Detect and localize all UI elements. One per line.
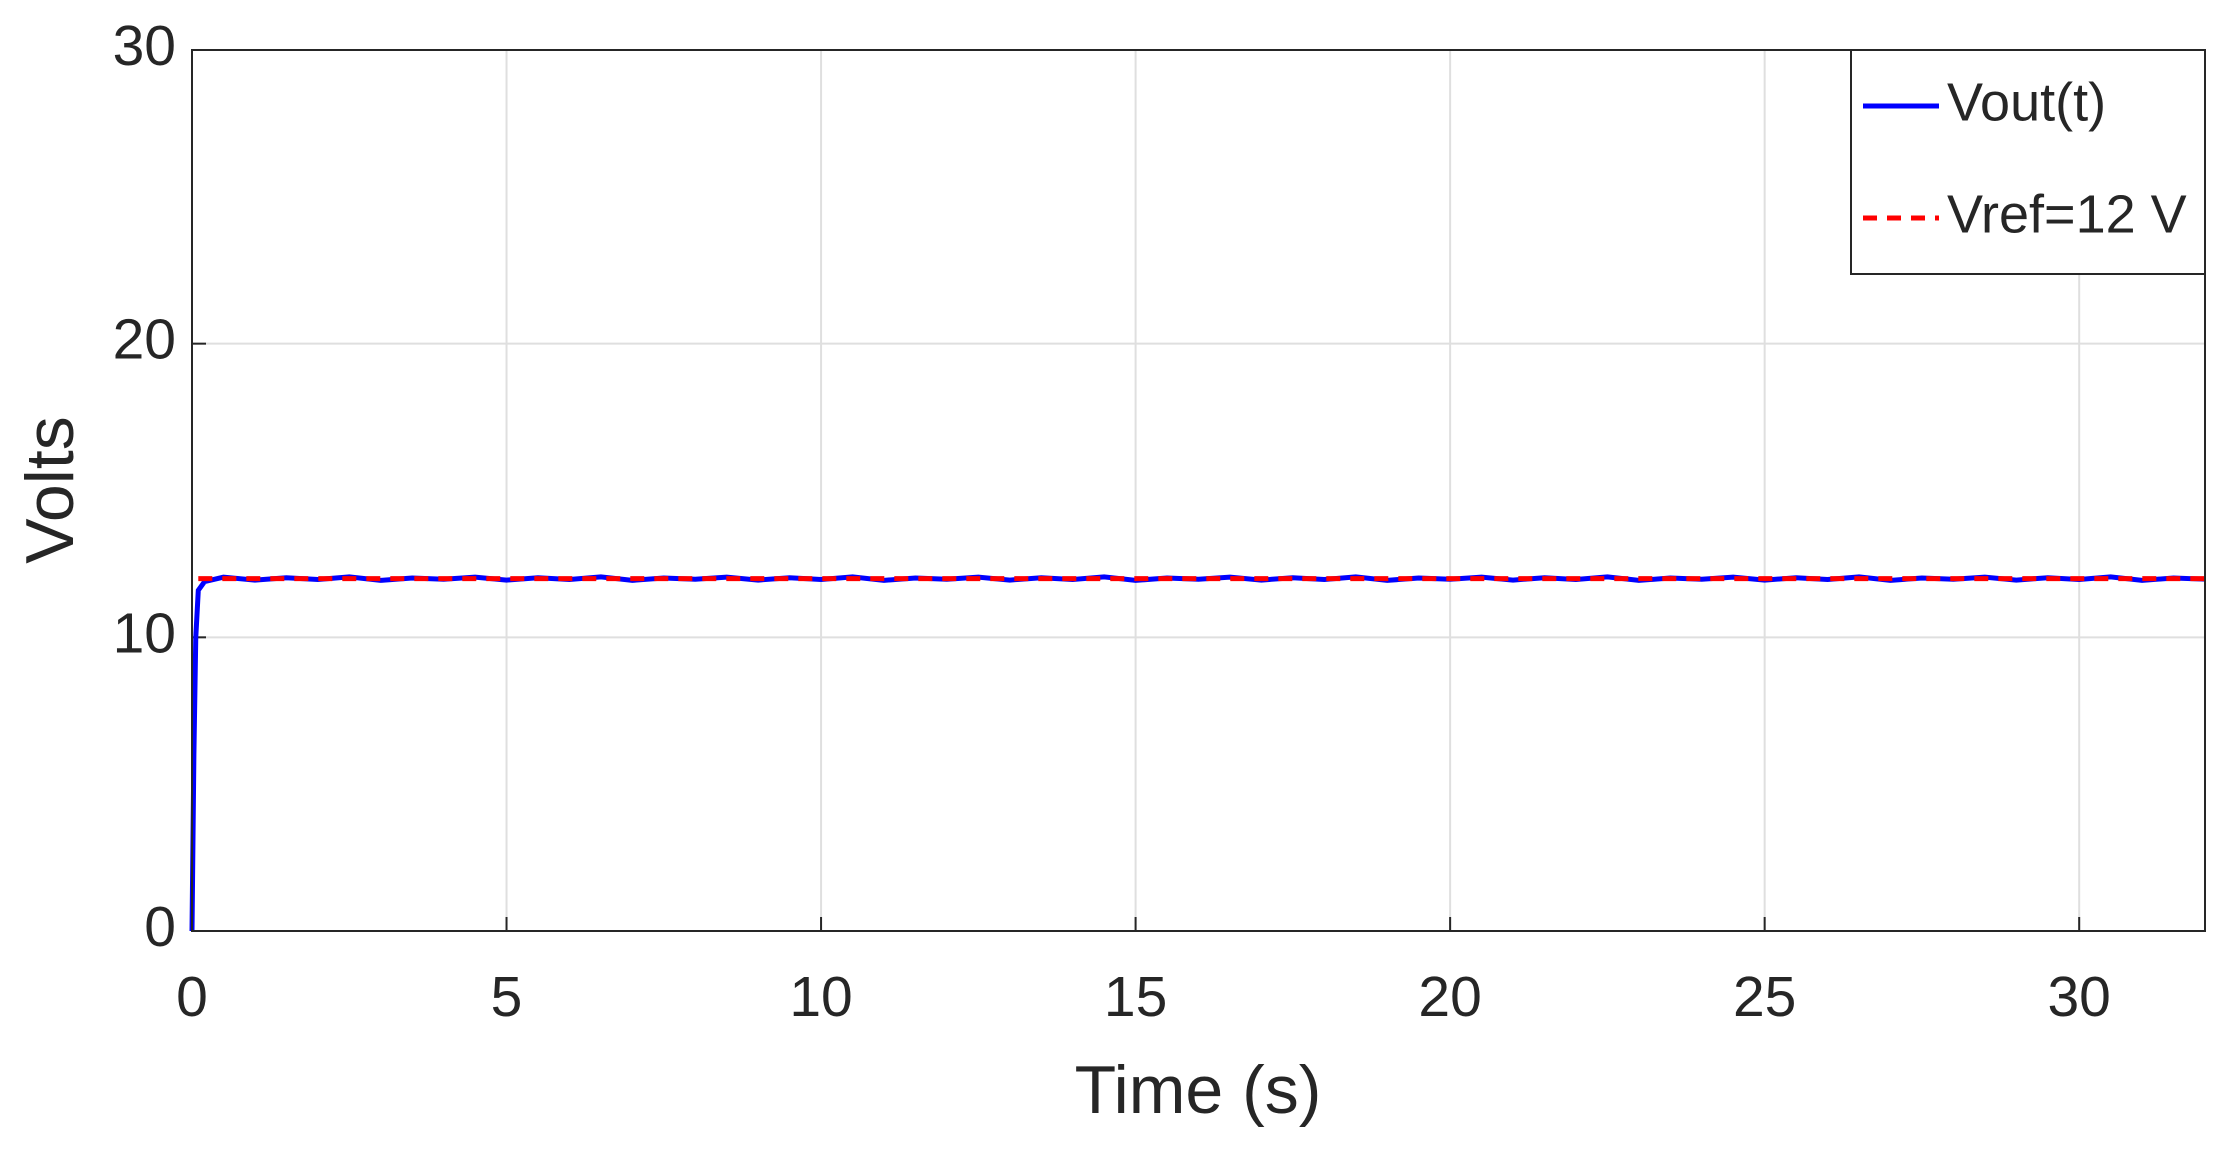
legend-label: Vout(t) (1947, 72, 2106, 132)
x-axis-label: Time (s) (1075, 1052, 1322, 1128)
x-tick-label: 5 (491, 965, 523, 1029)
y-tick-label: 0 (144, 895, 176, 959)
y-axis-label: Volts (12, 416, 88, 563)
x-tick-label: 25 (1733, 965, 1796, 1029)
x-tick-label: 0 (176, 965, 208, 1029)
y-tick-label: 10 (113, 601, 176, 665)
legend-box (1850, 49, 2206, 275)
legend-label: Vref=12 V (1947, 184, 2187, 244)
y-tick-label: 30 (113, 14, 176, 78)
x-tick-label: 10 (789, 965, 852, 1029)
x-tick-label: 20 (1418, 965, 1481, 1029)
x-tick-label: 30 (2047, 965, 2110, 1029)
x-tick-label: 15 (1104, 965, 1167, 1029)
axes-box (191, 49, 2206, 932)
y-tick-label: 20 (113, 308, 176, 372)
